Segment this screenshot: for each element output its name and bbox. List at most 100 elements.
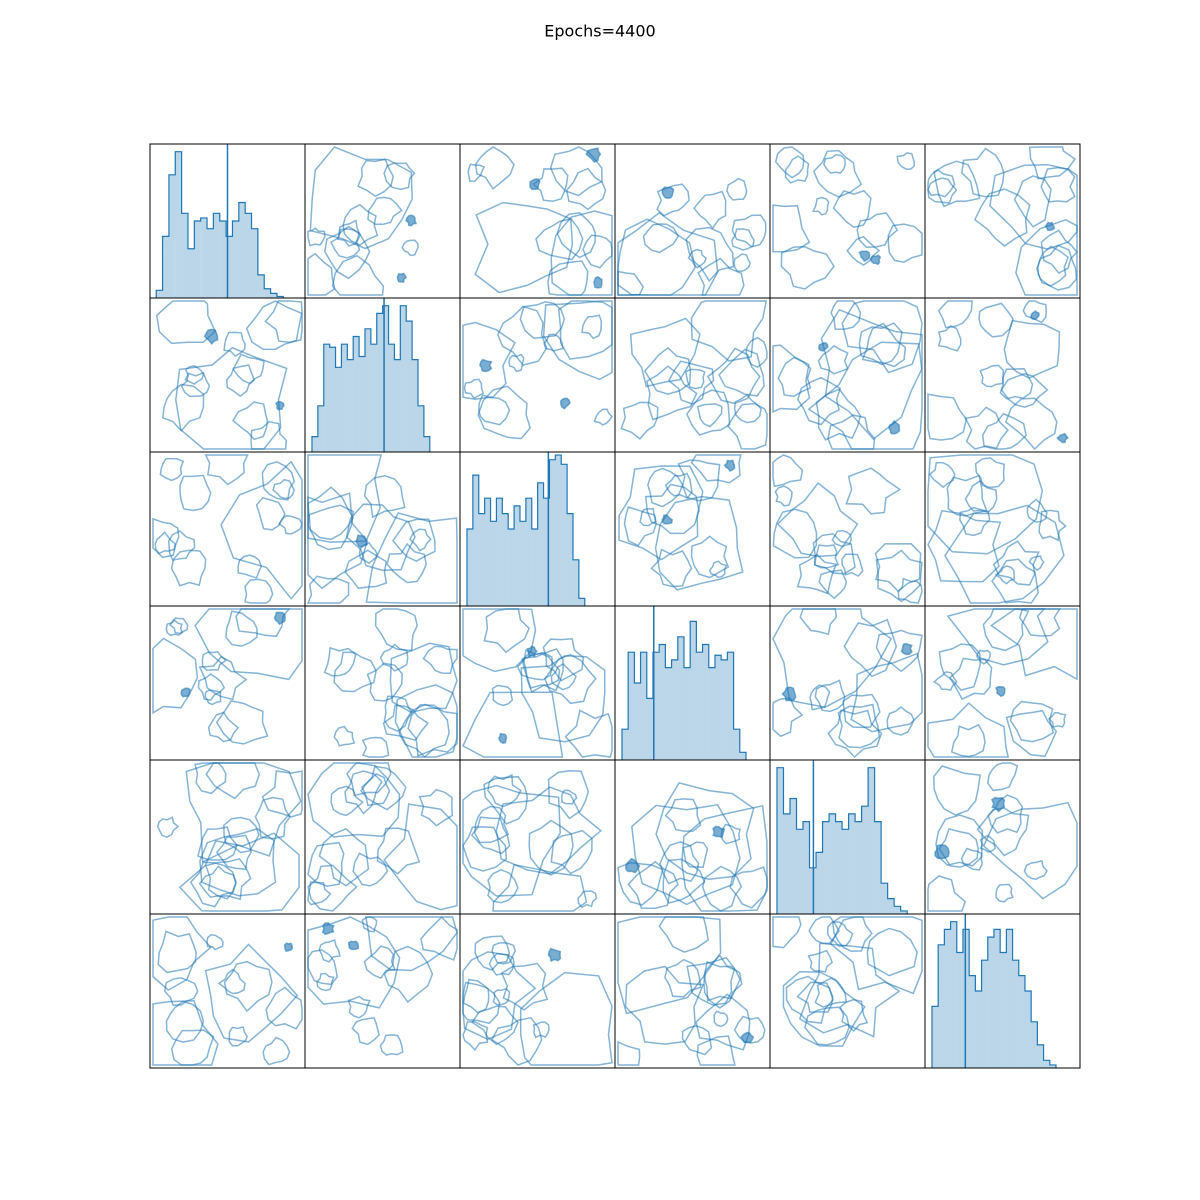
contour <box>389 642 458 714</box>
contour <box>462 1020 489 1052</box>
contour <box>681 1025 713 1056</box>
contour <box>565 167 607 211</box>
contour <box>927 393 968 441</box>
contour <box>639 507 657 527</box>
histogram-bar <box>969 975 976 1068</box>
histogram-bar <box>226 236 233 298</box>
contour <box>483 775 529 825</box>
contour <box>383 695 413 732</box>
contour <box>159 457 185 482</box>
contour <box>560 789 578 805</box>
histogram-bar <box>187 248 195 298</box>
histogram-bar <box>466 529 473 606</box>
histogram-bar <box>721 659 728 760</box>
histogram-bar <box>962 929 970 1068</box>
contour <box>543 333 564 352</box>
contour <box>521 652 561 689</box>
contour <box>508 353 525 373</box>
contour <box>627 860 679 909</box>
contour <box>733 253 752 273</box>
contour <box>516 649 553 681</box>
contour <box>357 158 394 198</box>
panel-frame <box>614 143 771 299</box>
contour <box>307 454 383 543</box>
contour <box>932 671 958 691</box>
contour <box>307 916 401 1009</box>
contour <box>550 829 593 875</box>
contour <box>617 861 664 906</box>
contour <box>841 553 864 577</box>
contour <box>307 841 345 887</box>
contour <box>323 646 357 677</box>
histogram-bar <box>1000 952 1007 1068</box>
contour <box>170 1029 215 1066</box>
histogram-bar <box>490 521 497 606</box>
contour <box>927 454 1044 555</box>
contour <box>401 239 419 257</box>
histogram-bar <box>1024 991 1032 1068</box>
contour <box>462 826 508 872</box>
contour <box>1047 711 1067 728</box>
contour <box>798 942 901 1038</box>
contour <box>994 565 1015 585</box>
contour <box>244 578 274 604</box>
contour <box>662 858 706 904</box>
contour <box>535 218 584 261</box>
panel-frame <box>149 451 306 607</box>
contour <box>839 998 869 1033</box>
contour <box>664 958 702 998</box>
contour <box>1015 218 1078 296</box>
histogram-bar <box>537 482 544 606</box>
contour <box>927 702 1010 758</box>
contour <box>491 684 514 707</box>
contour <box>206 934 224 951</box>
contour <box>407 704 458 757</box>
histogram-bar <box>549 459 556 606</box>
contour <box>342 203 379 246</box>
contour <box>733 394 762 424</box>
contour <box>490 1016 543 1066</box>
contour <box>713 1010 729 1028</box>
panel-frame <box>149 297 306 453</box>
histogram-bar <box>335 367 342 452</box>
contour <box>462 951 537 1041</box>
contour <box>656 183 690 217</box>
contour <box>831 529 852 548</box>
contour <box>204 943 299 1043</box>
histogram-bar <box>796 829 804 914</box>
contour <box>900 642 913 656</box>
contour <box>170 549 207 587</box>
contour <box>799 608 838 636</box>
contour <box>532 1021 550 1039</box>
contour <box>987 762 1019 792</box>
histogram-bar <box>311 436 318 452</box>
histogram-bar <box>175 151 182 298</box>
contour <box>774 146 805 179</box>
contour <box>772 204 811 253</box>
contour <box>386 542 427 584</box>
contour <box>336 219 360 247</box>
contour <box>204 689 222 706</box>
histogram-bar <box>671 659 678 760</box>
contour <box>992 540 1040 586</box>
contour <box>820 308 923 441</box>
contour <box>361 736 390 758</box>
histogram-bar <box>329 347 336 452</box>
histogram-bar <box>219 221 227 298</box>
contour <box>550 210 613 296</box>
contour <box>772 697 804 738</box>
contour <box>961 147 1005 198</box>
histogram-bar <box>472 475 479 606</box>
contour <box>826 921 854 947</box>
histogram-bar <box>938 944 945 1068</box>
contour <box>306 575 350 604</box>
contour <box>215 699 269 745</box>
histogram-outline <box>931 921 1057 1068</box>
contour <box>946 608 1049 666</box>
histogram-bar <box>519 521 526 606</box>
contour <box>467 163 486 182</box>
contour <box>726 177 748 201</box>
contour <box>631 803 741 906</box>
panel-frame <box>304 605 461 761</box>
